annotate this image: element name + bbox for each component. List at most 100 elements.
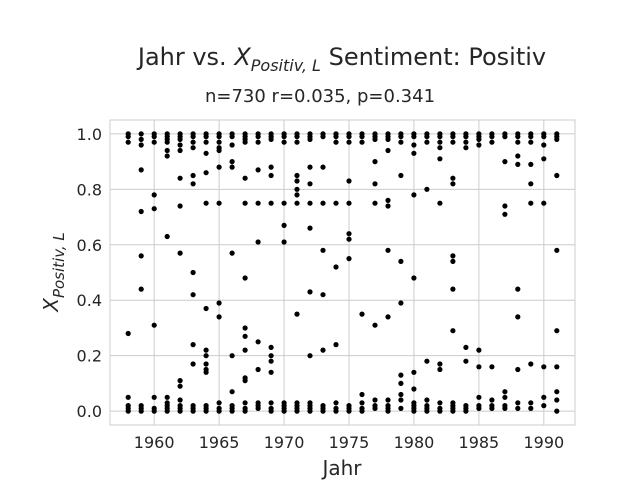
data-point: [190, 292, 196, 298]
data-point: [268, 400, 274, 406]
data-point: [164, 153, 170, 159]
data-point: [554, 247, 560, 253]
data-point: [203, 347, 209, 353]
data-point: [151, 322, 157, 328]
data-point: [489, 139, 495, 145]
data-point: [281, 408, 287, 414]
data-point: [489, 134, 495, 140]
data-point: [281, 239, 287, 245]
data-point: [437, 366, 443, 373]
data-point: [398, 172, 404, 179]
data-point: [333, 134, 339, 140]
data-point: [138, 167, 144, 173]
data-point: [242, 175, 248, 181]
data-point: [463, 408, 469, 414]
data-point: [125, 408, 131, 414]
data-point: [281, 139, 287, 145]
data-point: [359, 408, 365, 414]
data-point: [294, 134, 300, 140]
data-point: [502, 394, 508, 400]
data-point: [541, 403, 547, 409]
data-point: [138, 142, 144, 148]
y-tick-label: 0.2: [77, 347, 102, 366]
data-point: [255, 134, 261, 140]
data-point: [515, 134, 521, 140]
data-point: [216, 314, 222, 320]
data-point: [476, 347, 482, 353]
data-point: [229, 408, 235, 414]
y-tick-label: 0.4: [77, 291, 102, 310]
data-point: [151, 134, 157, 140]
data-point: [190, 269, 196, 276]
data-point: [177, 397, 183, 403]
data-point: [125, 330, 131, 337]
data-point: [307, 408, 313, 414]
data-point: [398, 134, 404, 140]
data-point: [242, 400, 248, 406]
grid-lines: [110, 120, 575, 425]
data-point: [268, 172, 274, 179]
data-point: [294, 408, 300, 414]
data-point: [528, 405, 534, 411]
data-point: [177, 383, 183, 389]
data-point: [151, 192, 157, 198]
data-point: [177, 142, 183, 148]
data-point: [203, 200, 209, 206]
data-point: [385, 147, 391, 154]
data-point: [203, 408, 209, 414]
data-point: [346, 178, 352, 184]
data-point: [411, 408, 417, 414]
data-point: [281, 134, 287, 140]
data-point: [463, 134, 469, 140]
data-point: [372, 136, 378, 142]
data-point: [450, 139, 456, 145]
data-point: [502, 203, 508, 209]
data-point: [255, 167, 261, 173]
data-point: [203, 305, 209, 312]
data-point: [541, 200, 547, 206]
data-point: [307, 289, 313, 295]
data-point: [229, 142, 235, 148]
data-point: [541, 156, 547, 162]
data-point: [138, 286, 144, 292]
data-point: [255, 139, 261, 145]
data-point: [203, 139, 209, 145]
y-axis-label: XPositiv, L: [39, 232, 68, 313]
data-point: [203, 353, 209, 359]
data-point: [541, 394, 547, 400]
data-point: [333, 264, 339, 270]
data-point: [190, 134, 196, 140]
data-point: [242, 333, 248, 339]
data-point: [541, 364, 547, 370]
data-point: [190, 139, 196, 145]
data-point: [554, 397, 560, 403]
data-point: [437, 361, 443, 367]
data-point: [294, 172, 300, 179]
data-point: [411, 386, 417, 392]
data-point: [151, 394, 157, 400]
data-point: [125, 394, 131, 400]
data-point: [268, 408, 274, 414]
data-point: [528, 134, 534, 140]
data-point: [164, 233, 170, 240]
data-point: [385, 203, 391, 209]
data-point: [437, 200, 443, 206]
data-point: [333, 200, 339, 206]
data-point: [346, 134, 352, 140]
data-point: [372, 397, 378, 403]
data-point: [320, 200, 326, 206]
data-point: [372, 405, 378, 411]
data-point: [294, 186, 300, 192]
data-point: [476, 394, 482, 400]
data-point: [437, 139, 443, 145]
data-point: [164, 139, 170, 145]
data-point: [281, 222, 287, 228]
data-point: [385, 197, 391, 203]
data-point: [554, 328, 560, 334]
data-point: [528, 139, 534, 145]
data-point: [515, 366, 521, 373]
data-point: [346, 200, 352, 206]
data-point: [346, 256, 352, 262]
data-point: [489, 397, 495, 403]
data-point: [515, 153, 521, 159]
